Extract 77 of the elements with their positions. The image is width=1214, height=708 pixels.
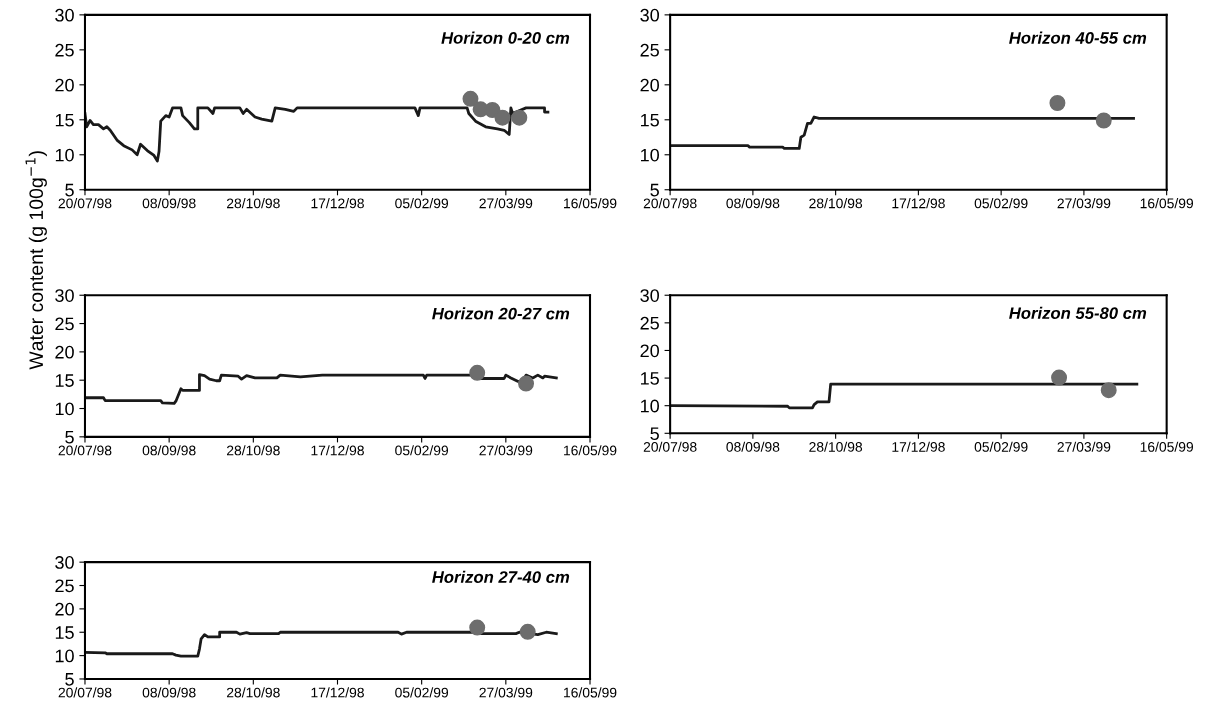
y-tick-label: 20 <box>640 78 660 92</box>
x-tick-label: 16/05/99 <box>1140 441 1194 452</box>
y-tick-label: 30 <box>640 8 660 22</box>
y-tick-label: 5 <box>65 430 74 444</box>
y-tick-label: 10 <box>641 148 660 162</box>
text: Horizon 55-80 cm <box>1009 306 1147 320</box>
y-tick-label: 30 <box>640 289 660 302</box>
x-tick-label: 20/07/98 <box>58 687 112 698</box>
x-tick-label: 16/05/99 <box>1140 198 1194 209</box>
x-tick-label: 28/10/98 <box>226 687 280 698</box>
y-tick-label: 25 <box>640 43 659 57</box>
x-tick-label: 08/09/98 <box>142 445 196 456</box>
y-axis-title: Water content (g 100g$^{−1}$) <box>25 151 47 370</box>
x-tick-label: 28/10/98 <box>226 198 280 209</box>
y-tick-label: 15 <box>55 113 74 127</box>
y-tick-label: 20 <box>55 78 74 92</box>
x-tick-label: 17/12/98 <box>892 198 945 209</box>
y-tick-label: 30 <box>55 8 74 22</box>
x-tick-label: 27/03/99 <box>1057 198 1111 209</box>
y-tick-label: 10 <box>55 148 74 162</box>
x-tick-label: 05/02/99 <box>974 441 1028 452</box>
point <box>462 90 479 107</box>
y-tick-label: 20 <box>640 344 660 358</box>
x-tick-label: 28/10/98 <box>809 441 863 452</box>
point <box>484 102 501 118</box>
y-tick-label: 10 <box>641 399 660 413</box>
x-tick-label: 20/07/98 <box>58 445 112 456</box>
y-tick-label: 20 <box>55 345 74 359</box>
x-tick-label: 28/10/98 <box>809 198 863 209</box>
y-tick-label: 10 <box>55 649 74 663</box>
y-tick-label: 20 <box>55 602 74 616</box>
x-tick-label: 27/03/99 <box>479 445 533 456</box>
x-tick-label: 05/02/99 <box>395 687 449 698</box>
line-series <box>670 115 1135 150</box>
chart-title: Horizon 27-40 cm <box>432 570 570 583</box>
y-tick-label: 15 <box>55 626 74 639</box>
y-tick-label: 5 <box>65 183 74 197</box>
y-tick-label: 15 <box>55 374 74 387</box>
x-tick-label: 16/05/99 <box>564 687 617 698</box>
x-tick-label: 28/10/98 <box>226 445 280 456</box>
y-tick-label: 25 <box>55 43 74 57</box>
text: Horizon 40-55 cm <box>1009 31 1147 44</box>
line-series <box>670 382 1139 410</box>
x-tick-label: 16/05/99 <box>564 445 617 456</box>
y-tick-label: 5 <box>650 427 659 441</box>
y-tick-label: 25 <box>55 317 74 331</box>
y-tick-label: 5 <box>650 183 659 197</box>
x-tick-label: 27/03/99 <box>479 687 533 698</box>
x-tick-label: 20/07/98 <box>643 198 697 209</box>
x-tick-label: 05/02/99 <box>974 198 1028 209</box>
y-tick-label: 30 <box>55 289 74 302</box>
y-tick-label: 25 <box>640 316 659 330</box>
x-tick-label: 17/12/98 <box>892 441 945 452</box>
x-tick-label: 08/09/98 <box>142 687 196 698</box>
x-tick-label: 08/09/98 <box>142 198 196 209</box>
y-tick-label: 25 <box>55 579 74 593</box>
point <box>494 109 511 126</box>
x-tick-label: 05/02/99 <box>395 198 449 209</box>
x-tick-label: 20/07/98 <box>643 441 697 452</box>
y-tick-label: 5 <box>65 673 74 686</box>
x-tick-label: 17/12/98 <box>311 445 364 456</box>
text: Horizon 20-27 cm <box>432 307 570 320</box>
x-tick-label: 27/03/99 <box>479 198 533 209</box>
x-tick-label: 20/07/98 <box>58 198 112 209</box>
y-tick-label: 10 <box>55 402 74 416</box>
x-tick-label: 08/09/98 <box>726 198 780 209</box>
x-tick-label: 17/12/98 <box>311 687 364 698</box>
y-tick-label: 30 <box>55 556 74 569</box>
point <box>511 109 528 126</box>
y-tick-label: 15 <box>641 372 659 385</box>
x-tick-label: 27/03/99 <box>1057 441 1111 452</box>
x-tick-label: 08/09/98 <box>726 441 780 452</box>
x-tick-label: 16/05/99 <box>564 198 617 209</box>
x-tick-label: 05/02/99 <box>395 445 449 456</box>
x-tick-label: 17/12/98 <box>311 198 364 209</box>
y-tick-label: 15 <box>641 113 659 127</box>
text: Horizon 0-20 cm <box>441 31 570 44</box>
